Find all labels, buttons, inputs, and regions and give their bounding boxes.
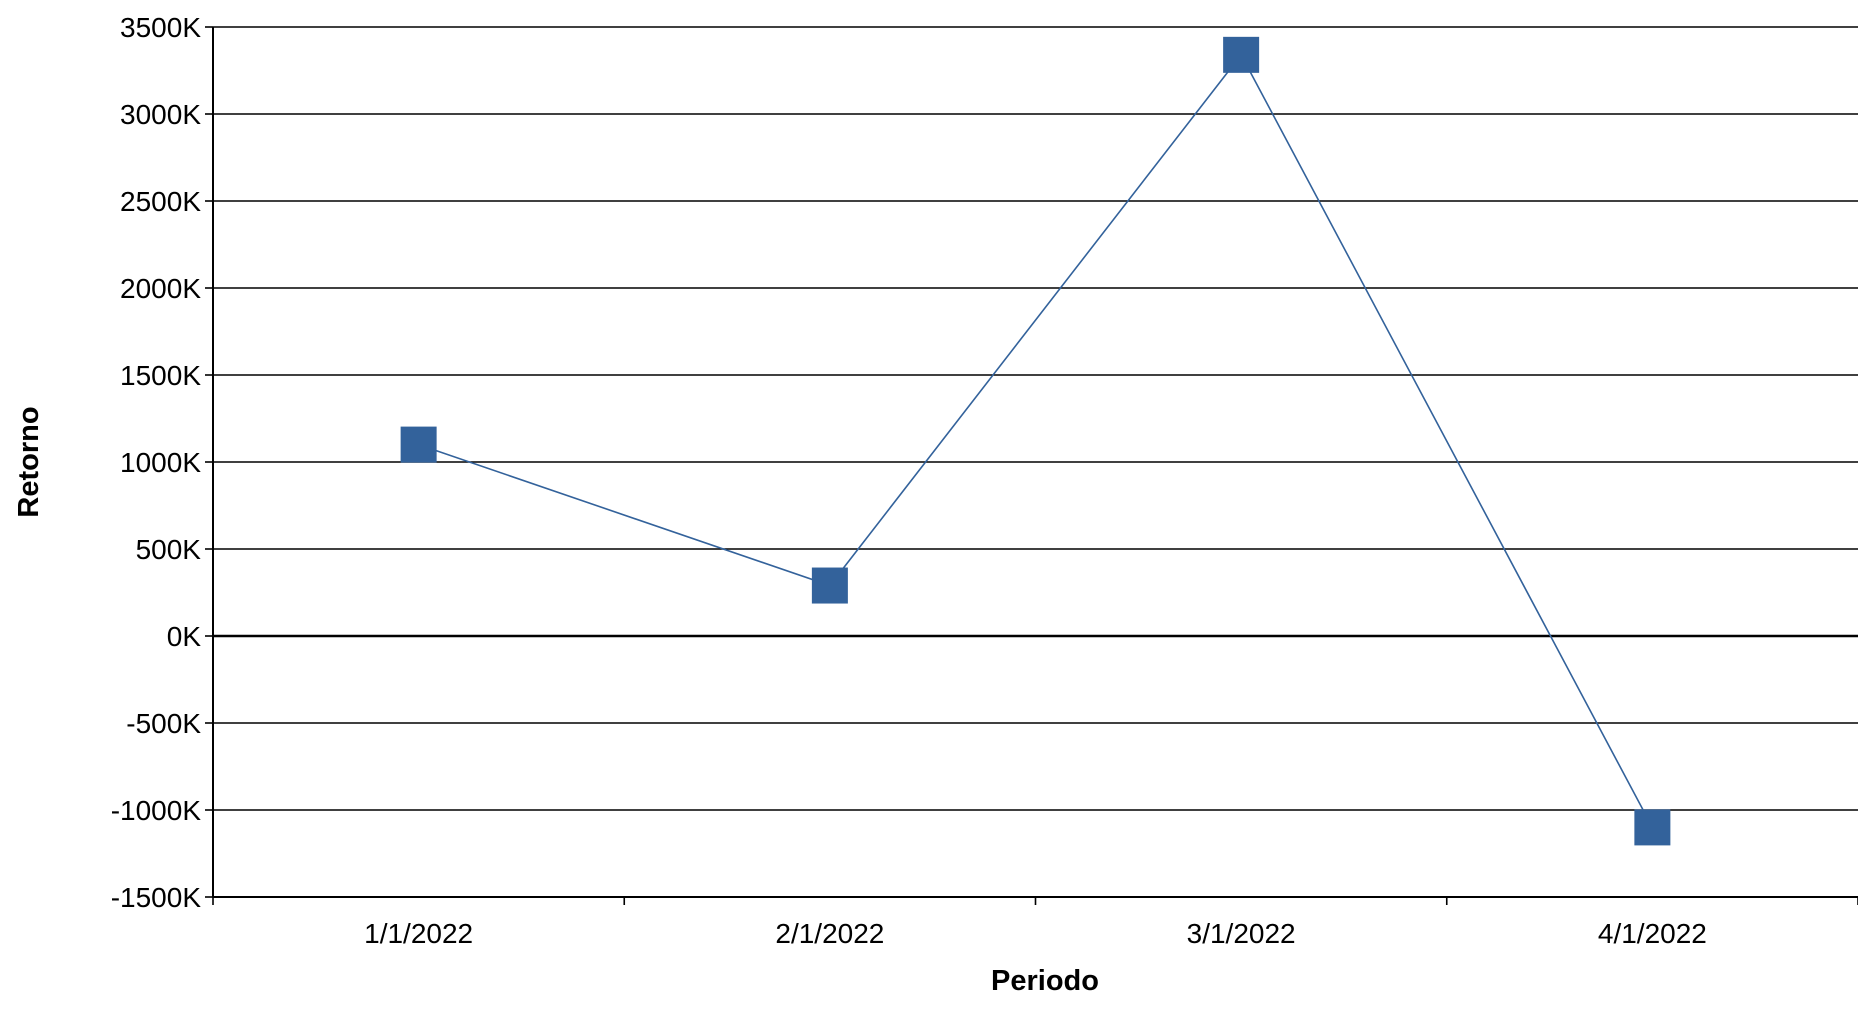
y-tick-label: 3500K (120, 12, 201, 43)
series-layer (400, 36, 1671, 846)
x-tick-label: 4/1/2022 (1598, 918, 1707, 949)
y-tick-label: -1000K (111, 795, 202, 826)
x-tick-label: 3/1/2022 (1187, 918, 1296, 949)
grid-layer (213, 26, 1858, 811)
y-tick-label: 3000K (120, 99, 201, 130)
x-tick-label: 2/1/2022 (775, 918, 884, 949)
series-line (418, 53, 1654, 828)
y-axis-title: Retorno (13, 406, 45, 517)
y-tick-label: 1000K (120, 447, 201, 478)
y-tick-label: 2000K (120, 273, 201, 304)
y-tick-label: -500K (126, 708, 201, 739)
x-tick-labels: 1/1/2022 2/1/2022 3/1/2022 4/1/2022 (364, 918, 1707, 949)
y-tick-label: 0K (167, 621, 202, 652)
y-tick-labels: 3500K 3000K 2500K 2000K 1500K 1000K 500K 0K -500… (111, 12, 202, 913)
data-point-marker (400, 426, 437, 463)
y-tick-label: 500K (136, 534, 202, 565)
y-tick-label: 1500K (120, 360, 201, 391)
data-point-marker (1634, 809, 1671, 846)
x-axis-title: Periodo (991, 965, 1099, 997)
data-point-marker (1223, 36, 1260, 73)
y-tick-label: -1500K (111, 882, 202, 913)
y-tick-label: 2500K (120, 186, 201, 217)
x-tick-label: 1/1/2022 (364, 918, 473, 949)
axis-layer (205, 26, 1858, 905)
data-point-marker (811, 567, 848, 604)
